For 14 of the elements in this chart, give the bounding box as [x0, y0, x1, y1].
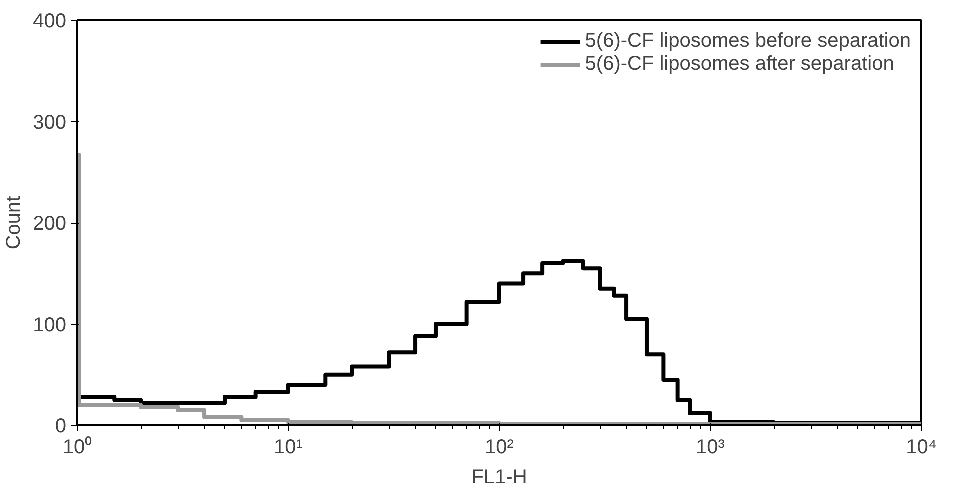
x-tick-label: 10³ — [696, 436, 726, 458]
x-tick-label: 10⁰ — [62, 436, 92, 458]
legend-label: 5(6)-CF liposomes before separation — [585, 30, 911, 53]
legend-label: 5(6)-CF liposomes after separation — [585, 53, 894, 76]
x-tick-label: 10⁴ — [906, 436, 937, 458]
y-tick-label: 200 — [33, 213, 67, 235]
x-tick-label: 10² — [485, 436, 514, 458]
y-tick-label: 400 — [33, 10, 67, 32]
y-axis-title: Count — [3, 196, 26, 250]
x-tick-label: 10¹ — [274, 436, 304, 458]
y-tick-label: 100 — [33, 314, 67, 336]
y-tick-label: 300 — [33, 112, 67, 134]
y-tick-label: 0 — [55, 416, 66, 438]
x-axis-title: FL1-H — [472, 466, 528, 488]
